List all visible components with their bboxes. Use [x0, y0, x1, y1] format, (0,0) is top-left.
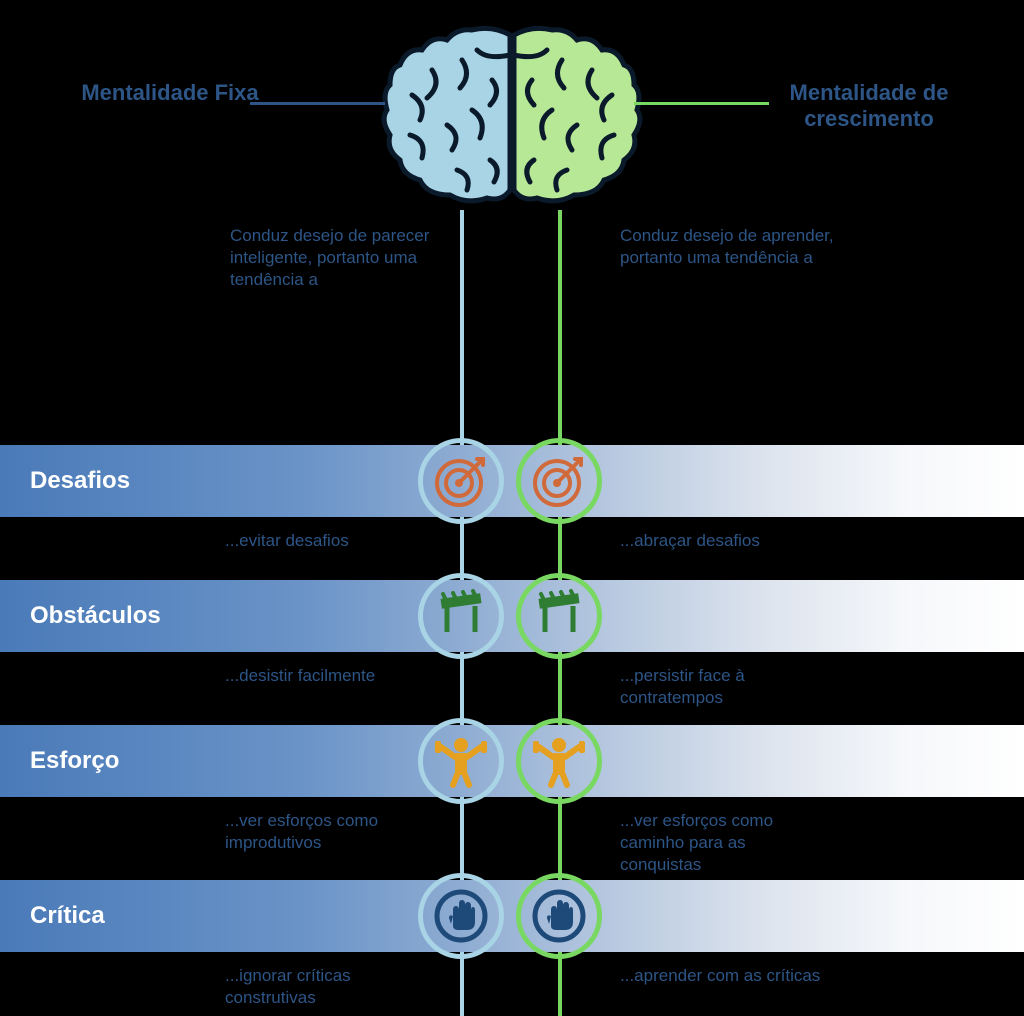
row-text-right: ...aprender com as críticas [620, 965, 830, 987]
intro-growth: Conduz desejo de aprender, portanto uma … [620, 225, 840, 269]
row-text-right: ...persistir face à contratempos [620, 665, 830, 709]
obstacle-icon [531, 588, 587, 644]
icon-circle-left [418, 718, 504, 804]
row-text-left: ...ignorar críticas construtivas [225, 965, 435, 1009]
row-band-1: Obstáculos [0, 580, 1024, 652]
brain-icon [372, 20, 652, 220]
row-band-0: Desafios [0, 445, 1024, 517]
icon-circle-right [516, 873, 602, 959]
title-fixed: Mentalidade Fixa [80, 80, 260, 106]
target-icon [433, 453, 489, 509]
row-label: Crítica [30, 902, 105, 930]
row-label: Obstáculos [30, 602, 161, 630]
intro-fixed: Conduz desejo de parecer inteligente, po… [230, 225, 450, 291]
obstacle-icon [433, 588, 489, 644]
effort-icon [433, 733, 489, 789]
row-text-left: ...desistir facilmente [225, 665, 435, 687]
header-line-left [250, 102, 385, 105]
icon-circle-right [516, 438, 602, 524]
row-text-left: ...evitar desafios [225, 530, 435, 552]
row-text-right: ...abraçar desafios [620, 530, 830, 552]
row-band-3: Crítica [0, 880, 1024, 952]
icon-circle-left [418, 873, 504, 959]
title-growth: Mentalidade de crescimento [769, 80, 969, 133]
hand-icon [433, 888, 489, 944]
icon-circle-left [418, 438, 504, 524]
icon-circle-left [418, 573, 504, 659]
row-text-left: ...ver esforços como improdutivos [225, 810, 435, 854]
brain-left-half [372, 20, 512, 210]
icon-circle-right [516, 573, 602, 659]
target-icon [531, 453, 587, 509]
effort-icon [531, 733, 587, 789]
header-line-right [634, 102, 769, 105]
hand-icon [531, 888, 587, 944]
row-band-2: Esforço [0, 725, 1024, 797]
row-label: Desafios [30, 467, 130, 495]
row-text-right: ...ver esforços como caminho para as con… [620, 810, 830, 876]
row-label: Esforço [30, 747, 119, 775]
brain-right-half [512, 20, 652, 210]
icon-circle-right [516, 718, 602, 804]
